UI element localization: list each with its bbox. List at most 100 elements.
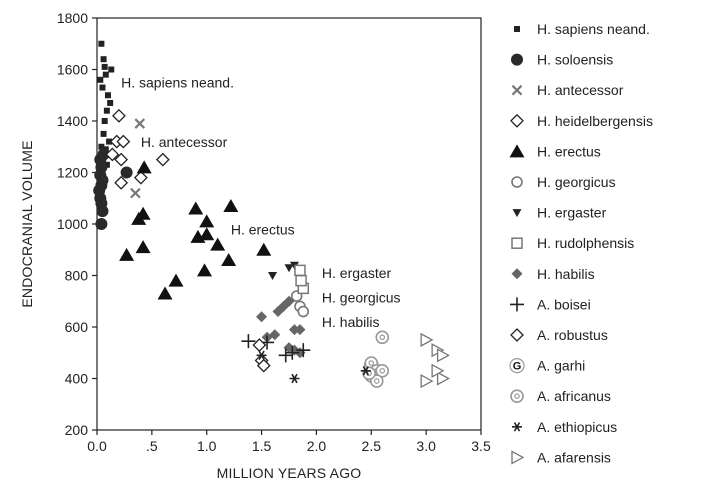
y-tick-label: 1600: [57, 62, 88, 78]
data-point: [369, 374, 384, 388]
legend-label: A. garhi: [537, 358, 585, 374]
data-point: [295, 274, 307, 287]
legend-item: H. sapiens neand.: [514, 21, 650, 37]
y-tick-label: 600: [65, 319, 89, 335]
data-point: [112, 108, 126, 123]
data-point: [95, 218, 108, 230]
data-point: [98, 40, 105, 47]
data-point: [256, 358, 271, 373]
data-point: [96, 205, 109, 218]
legend-item: A. boisei: [510, 296, 591, 312]
data-point: [133, 170, 148, 185]
legend-symbol: G: [509, 358, 525, 374]
series-a-africanus: [362, 330, 390, 388]
legend-item: A. afarensis: [511, 449, 611, 465]
annotations: H. sapiens neand. H. antecessor H. erectus…: [121, 75, 400, 330]
data-point: [294, 264, 306, 277]
annotation-label: H. erectus: [231, 221, 295, 237]
annotation-label: H. ergaster: [322, 265, 392, 281]
legend: H. sapiens neand. H. soloensis H. antecess…: [509, 21, 653, 465]
data-point: [268, 272, 278, 280]
legend-label: A. robustus: [537, 327, 608, 343]
series-a-robustus: [252, 338, 271, 373]
data-point: [100, 130, 107, 137]
x-tick-label: 1.5: [252, 438, 272, 454]
data-point: [223, 198, 239, 212]
data-point: [210, 237, 226, 251]
data-point: [130, 187, 141, 199]
y-tick-label: 1200: [57, 165, 88, 181]
legend-item: G A. garhi: [509, 358, 585, 374]
series-h-soloensis: [93, 148, 133, 230]
data-point: [119, 247, 135, 261]
legend-symbol: [512, 209, 522, 218]
legend-symbol: [510, 389, 524, 404]
axis-ticks: 0.0 .5 1.0 1.5 2.0 2.5 3.0 3.5 200 400 600 800 1000 1…: [57, 10, 491, 454]
legend-symbol: [511, 237, 523, 249]
svg-text:G: G: [513, 361, 522, 373]
data-point: [136, 160, 152, 174]
data-point: [97, 76, 104, 83]
legend-item: H. heidelbergensis: [510, 113, 653, 129]
data-point: [256, 350, 267, 361]
annotation-label: H. antecessor: [141, 134, 228, 150]
y-tick-label: 800: [65, 268, 89, 284]
legend-item: A. ethiopicus: [512, 419, 617, 435]
data-point: [168, 273, 184, 287]
data-point: [135, 240, 151, 254]
data-point: [420, 332, 434, 347]
data-point: [116, 134, 131, 149]
data-point: [294, 324, 306, 336]
data-point: [101, 63, 108, 70]
data-point: [420, 373, 434, 389]
legend-symbol: [509, 144, 525, 158]
series-a-boisei: [241, 334, 311, 363]
legend-item: H. soloensis: [511, 52, 613, 68]
legend-label: H. heidelbergensis: [537, 113, 653, 129]
series-h-georgicus: [290, 290, 310, 318]
legend-label: H. habilis: [537, 266, 595, 282]
data-point: [102, 71, 109, 78]
legend-label: H. sapiens neand.: [537, 21, 650, 37]
data-point: [284, 264, 294, 273]
data-point: [241, 334, 256, 349]
data-point: [256, 242, 272, 256]
data-point: [296, 343, 311, 358]
data-point: [188, 201, 204, 215]
data-point: [131, 211, 147, 225]
data-point: [98, 143, 105, 150]
data-point: [93, 184, 106, 197]
data-point: [106, 138, 113, 145]
data-point: [103, 107, 110, 114]
data-point: [431, 363, 445, 378]
data-point: [283, 295, 295, 307]
data-point: [114, 152, 129, 167]
legend-symbol: [514, 26, 520, 32]
data-point: [101, 118, 108, 124]
data-point: [436, 371, 450, 386]
data-points: G: [93, 40, 450, 389]
data-point: [114, 175, 129, 190]
data-point: [120, 166, 133, 179]
data-point: [134, 118, 146, 129]
legend-label: H. ergaster: [537, 205, 607, 221]
data-point: [105, 147, 120, 162]
data-point: [103, 161, 110, 168]
legend-label: H. antecessor: [537, 82, 624, 98]
legend-item: A. africanus: [510, 388, 611, 404]
y-tick-label: 1400: [57, 113, 88, 129]
legend-item: A. robustus: [510, 327, 608, 343]
data-point: [360, 366, 371, 376]
y-axis-title: ENDOCRANIAL VOLUME: [19, 140, 35, 307]
legend-label: A. afarensis: [537, 449, 611, 465]
data-point: [375, 363, 390, 378]
data-point: [256, 311, 268, 323]
data-point: [155, 152, 170, 167]
x-tick-label: 3.0: [416, 438, 436, 454]
series-a-afarensis: [420, 332, 450, 389]
legend-label: A. africanus: [537, 388, 611, 404]
data-point: [199, 227, 215, 241]
data-point: [289, 373, 300, 384]
legend-symbol: [511, 450, 525, 465]
